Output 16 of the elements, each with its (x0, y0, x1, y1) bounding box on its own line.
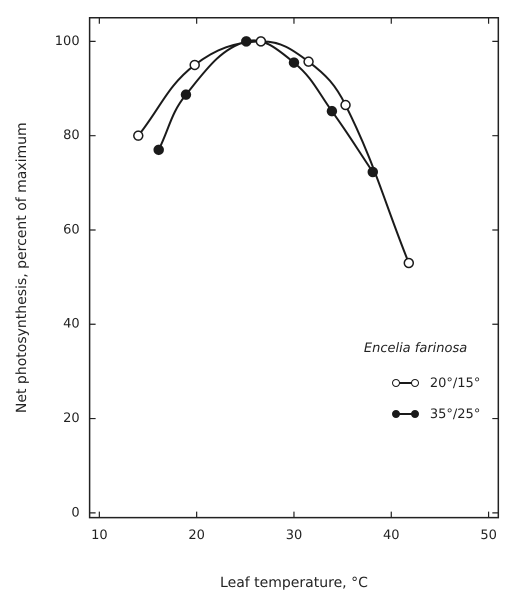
x-tick-label: 40 (383, 528, 400, 543)
y-tick-label: 0 (71, 505, 80, 520)
y-tick-label: 80 (63, 128, 80, 144)
y-axis-title: Net photosynthesis, percent of maximum (14, 122, 30, 414)
y-tick-label: 20 (63, 410, 80, 426)
legend-label: 20°/15° (430, 376, 480, 391)
x-axis-title: Leaf temperature, °C (220, 575, 368, 592)
x-tick-label: 50 (480, 528, 497, 543)
legend-title: Encelia farinosa (364, 340, 468, 356)
y-tick-label: 100 (54, 34, 80, 49)
x-tick-label: 30 (286, 528, 302, 543)
x-tick-label: 10 (91, 528, 108, 543)
y-tick-label: 40 (63, 316, 80, 332)
legend-label: 35°/25° (430, 406, 480, 422)
x-tick-label: 20 (188, 528, 205, 543)
y-tick-label: 60 (63, 222, 80, 238)
